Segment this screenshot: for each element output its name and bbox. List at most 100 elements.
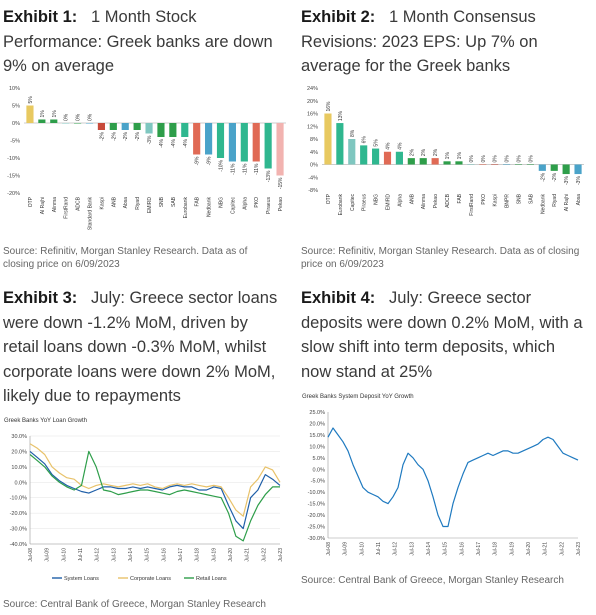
value-label: -13% [266, 170, 272, 182]
y-tick-label: -25.0% [308, 525, 326, 531]
y-tick-label: -40.0% [10, 542, 28, 548]
bar [169, 123, 177, 137]
category-label: PKO [254, 197, 260, 208]
category-label: Nedbank [207, 197, 213, 218]
value-label: 6% [362, 136, 368, 144]
category-label: Piraeus [362, 194, 368, 211]
legend-label: Retail Loans [196, 576, 227, 582]
bar-chart-1: 10% 5% 0% -5% -10% -15% -20% 5% OTP 1% Al Rajhi 1% A… [7, 86, 286, 231]
x-tick-label: Jul-22 [559, 542, 565, 556]
bar [455, 161, 463, 165]
value-label: 0% [505, 155, 511, 163]
x-tick-label: Jul-10 [61, 548, 67, 562]
bar [50, 119, 58, 123]
category-label: FirstRand [469, 194, 475, 216]
value-label: -10% [219, 159, 225, 171]
legend-label: Corporate Loans [130, 576, 171, 582]
y-tick-label: 20.0% [309, 421, 325, 427]
value-label: 0% [493, 155, 499, 163]
y-tick-label: -15.0% [308, 502, 326, 508]
value-label: 5% [28, 96, 34, 104]
bar [491, 164, 499, 165]
category-label: Al Rajhi [564, 194, 570, 211]
x-tick-label: Jul-08 [326, 542, 332, 556]
category-label: Nedbank [540, 194, 546, 215]
value-label: 0% [64, 113, 70, 121]
bar [74, 123, 82, 124]
x-tick-label: Jul-20 [526, 542, 532, 556]
value-label: -9% [207, 156, 213, 165]
y-tick-label: 30.0% [11, 434, 27, 440]
value-label: 5% [374, 139, 380, 147]
y-tick-label: 10.0% [309, 444, 325, 450]
y-tick-label: 4% [310, 150, 318, 156]
bar [276, 123, 284, 176]
x-tick-label: Jul-23 [278, 548, 284, 562]
category-label: Kaspi [99, 197, 105, 210]
x-tick-label: Jul-19 [211, 548, 217, 562]
x-tick-label: Jul-08 [28, 548, 34, 562]
value-label: 8% [350, 129, 356, 137]
y-tick-label: -5.0% [311, 479, 325, 485]
exhibit-3-chart: Greek Banks YoY Loan Growth 30.0% 20.0% 10.… [0, 412, 290, 592]
value-label: 2% [433, 148, 439, 156]
y-tick-label: -8% [308, 188, 318, 194]
category-label: Absa [123, 197, 129, 209]
exhibit-2-title: 1 Month Consensus Revisions: 2023 EPS: U… [301, 8, 538, 75]
category-label: EMIRD [147, 197, 153, 214]
series-line [29, 450, 280, 542]
category-label: Riyad [552, 194, 558, 207]
bar [38, 119, 46, 123]
legend-label: System Loans [64, 576, 99, 582]
bar [324, 113, 332, 165]
category-label: Riyad [135, 197, 141, 210]
bar [467, 164, 475, 165]
bar [97, 123, 105, 130]
bar [431, 158, 439, 165]
bar [503, 164, 511, 165]
value-label: -2% [540, 172, 546, 181]
series-line [29, 450, 281, 530]
y-tick-label: -4% [308, 175, 318, 181]
value-label: -2% [123, 131, 129, 140]
bar [372, 148, 380, 165]
bar [193, 123, 201, 155]
bar [562, 164, 570, 175]
exhibit-4-header: Exhibit 4: July: Greece sector deposits … [301, 286, 586, 384]
bar [336, 123, 344, 165]
exhibit-1-chart: 10% 5% 0% -5% -10% -15% -20% 5% OTP 1% Al Rajhi 1% A… [0, 80, 290, 250]
category-label: FirstRand [64, 197, 70, 219]
x-tick-label: Jul-14 [128, 548, 134, 562]
category-label: Alpha [397, 194, 403, 207]
exhibit-1-label: Exhibit 1: [3, 8, 78, 26]
value-label: -4% [183, 138, 189, 147]
category-label: Standard Bank [88, 197, 94, 231]
value-label: -3% [564, 176, 570, 185]
category-label: BNPR [505, 194, 511, 208]
y-tick-label: 20.0% [11, 449, 27, 455]
category-label: FAB [195, 196, 201, 206]
exhibit-3-title: July: Greece sector loans were down -1.2… [3, 289, 278, 405]
bar [348, 139, 356, 165]
category-label: Al Rajhi [40, 197, 46, 214]
category-label: Alinma [52, 197, 58, 213]
value-label: 1% [457, 152, 463, 160]
value-label: 0% [76, 113, 82, 121]
value-label: -2% [135, 131, 141, 140]
line-chart-4: Greek Banks System Deposit YoY Growth 25.… [302, 394, 582, 556]
category-label: Absa [576, 194, 582, 206]
exhibit-3-label: Exhibit 3: [3, 289, 78, 307]
category-label: Alinma [421, 194, 427, 210]
value-label: 13% [338, 111, 344, 122]
category-label: Kaspi [493, 194, 499, 207]
x-tick-label: Jul-10 [359, 542, 365, 556]
y-tick-label: 15.0% [309, 433, 325, 439]
y-tick-label: 24% [307, 86, 318, 92]
value-label: 1% [52, 110, 58, 118]
y-tick-label: 5% [12, 104, 20, 110]
value-label: -3% [147, 135, 153, 144]
value-label: 0% [469, 155, 475, 163]
x-tick-label: Jul-18 [195, 548, 201, 562]
value-label: 4% [386, 142, 392, 150]
y-tick-label: -5% [10, 139, 20, 145]
